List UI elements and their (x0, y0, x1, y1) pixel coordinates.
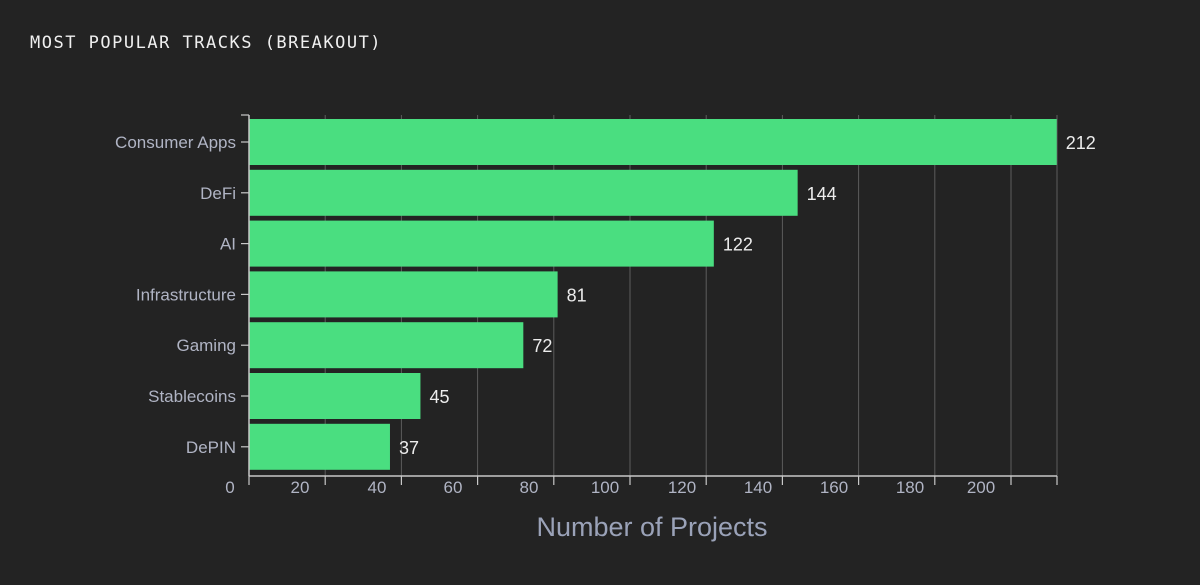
bar-defi (249, 169, 798, 216)
bar-consumer-apps (249, 119, 1057, 165)
bar-value-label: 81 (567, 285, 587, 305)
bar-gaming (249, 322, 524, 369)
x-tick-label: 160 (820, 478, 848, 497)
x-tick-label: 120 (668, 478, 696, 497)
bar-infrastructure (249, 271, 558, 318)
bar-value-label: 37 (399, 438, 419, 458)
bars (249, 119, 1057, 470)
labels: 212 Consumer Apps 144 DeFi 122 AI 81 Infrastruc… (115, 133, 1096, 497)
x-tick-label: 180 (896, 478, 924, 497)
category-label: Consumer Apps (115, 133, 236, 152)
category-label: AI (220, 235, 236, 254)
x-tick-label: 80 (520, 478, 539, 497)
bar-value-label: 45 (429, 387, 449, 407)
bar-stablecoins (249, 373, 421, 419)
x-tick-label: 200 (967, 478, 995, 497)
axes (241, 114, 1058, 485)
chart-title: MOST POPULAR TRACKS (BREAKOUT) (30, 33, 383, 53)
x-tick-label: 100 (591, 478, 619, 497)
bar-value-label: 122 (723, 235, 753, 255)
bar-value-label: 212 (1066, 133, 1096, 153)
x-tick-label: 140 (744, 478, 772, 497)
x-tick-label: 60 (444, 478, 463, 497)
bar-ai (249, 220, 714, 267)
category-label: Gaming (176, 336, 236, 355)
bar-depin (249, 423, 390, 470)
category-label: Stablecoins (148, 387, 236, 406)
x-tick-label: 0 (225, 478, 234, 497)
category-label: DeFi (200, 184, 236, 203)
x-axis-label: Number of Projects (536, 512, 767, 542)
x-tick-label: 20 (291, 478, 310, 497)
x-tick-label: 40 (368, 478, 387, 497)
category-label: Infrastructure (136, 285, 236, 304)
category-label: DePIN (186, 438, 236, 457)
bar-value-label: 144 (807, 184, 837, 204)
bar-value-label: 72 (532, 336, 552, 356)
